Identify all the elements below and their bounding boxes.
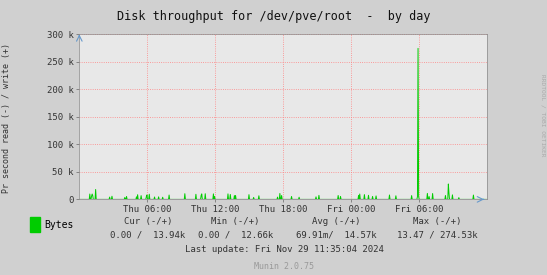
Text: 13.47 / 274.53k: 13.47 / 274.53k <box>397 231 478 240</box>
Text: RRDTOOL / TOBI OETIKER: RRDTOOL / TOBI OETIKER <box>540 74 546 157</box>
Text: Min (-/+): Min (-/+) <box>211 217 259 226</box>
Text: 69.91m/  14.57k: 69.91m/ 14.57k <box>296 231 377 240</box>
Text: Pr second read (-) / write (+): Pr second read (-) / write (+) <box>2 43 11 193</box>
Text: 0.00 /  13.94k: 0.00 / 13.94k <box>110 231 185 240</box>
Text: Last update: Fri Nov 29 11:35:04 2024: Last update: Fri Nov 29 11:35:04 2024 <box>185 245 384 254</box>
Text: Max (-/+): Max (-/+) <box>414 217 462 226</box>
Text: 0.00 /  12.66k: 0.00 / 12.66k <box>197 231 273 240</box>
Text: Cur (-/+): Cur (-/+) <box>124 217 172 226</box>
Text: Avg (-/+): Avg (-/+) <box>312 217 360 226</box>
Text: Bytes: Bytes <box>44 220 73 230</box>
Text: Munin 2.0.75: Munin 2.0.75 <box>254 262 315 271</box>
Text: Disk throughput for /dev/pve/root  -  by day: Disk throughput for /dev/pve/root - by d… <box>117 10 430 23</box>
